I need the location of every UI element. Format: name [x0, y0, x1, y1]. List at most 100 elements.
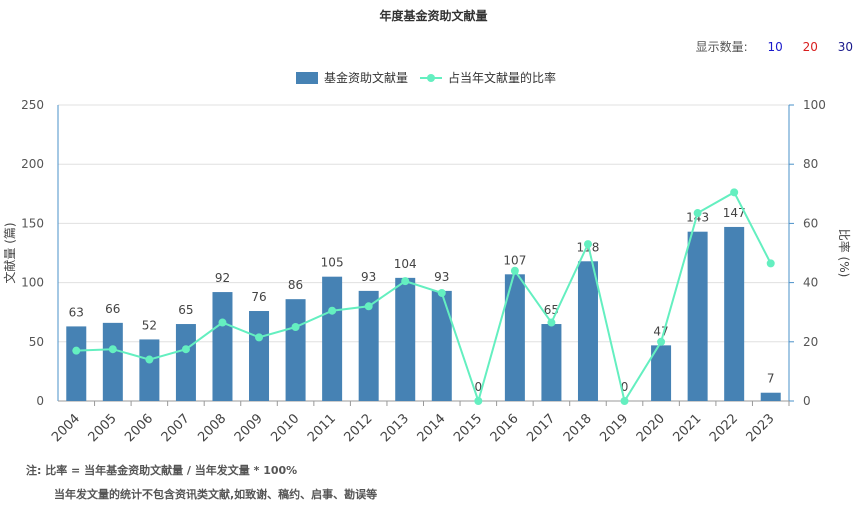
y-tick-label: 50 — [29, 335, 44, 349]
x-tick-label: 2006 — [122, 411, 156, 445]
x-tick-label: 2014 — [415, 411, 449, 445]
bar-value-label: 0 — [621, 380, 629, 394]
x-tick-label: 2019 — [597, 411, 631, 445]
combo-chart: 基金资助文献量 占当年文献量的比率 0 50 100 150 200 250 0 20 40 60 80… — [2, 70, 852, 445]
bar-value-label: 92 — [215, 271, 230, 285]
ratio-point — [145, 355, 154, 364]
ratio-point — [693, 209, 702, 218]
ratio-point — [72, 346, 81, 355]
ratio-point — [401, 277, 410, 286]
y-axis-title: 文献量 (篇) — [2, 222, 17, 283]
y2-tick-label: 80 — [803, 157, 818, 171]
note-exclusions: 当年发文量的统计不包含资讯类文献,如致谢、稿约、启事、勘误等 — [54, 488, 378, 501]
display-count-option-10[interactable]: 10 — [767, 40, 783, 54]
x-tick-label: 2017 — [524, 411, 558, 445]
x-tick-label: 2021 — [670, 411, 704, 445]
bar-value-label: 0 — [475, 380, 483, 394]
bar-value-label: 104 — [394, 257, 417, 271]
bar — [249, 311, 270, 401]
legend-bar-label: 基金资助文献量 — [324, 70, 408, 85]
y2-tick-label: 100 — [803, 98, 826, 112]
x-tick-label: 2010 — [268, 411, 302, 445]
x-tick-label: 2020 — [634, 411, 668, 445]
bar-value-label: 65 — [178, 303, 193, 317]
display-count-option-20[interactable]: 20 — [802, 40, 818, 54]
ratio-point — [657, 337, 666, 346]
x-tick-label: 2008 — [195, 411, 229, 445]
ratio-point — [510, 266, 519, 275]
bar-value-label: 63 — [69, 305, 84, 319]
y-tick-label: 250 — [21, 98, 44, 112]
bar-value-label: 105 — [321, 256, 344, 270]
y2-tick-label: 0 — [803, 394, 811, 408]
x-tick-label: 2007 — [159, 411, 193, 445]
ratio-point — [291, 323, 300, 331]
x-tick-label: 2023 — [744, 411, 778, 445]
display-count-option-30[interactable]: 30 — [837, 40, 853, 54]
y2-axis-title: 比率 (%) — [837, 229, 852, 278]
bar-value-label: 93 — [434, 270, 449, 284]
bar — [760, 392, 781, 401]
ratio-point — [730, 188, 739, 197]
bar — [139, 339, 160, 401]
legend-bar-swatch — [296, 72, 318, 84]
y-tick-label: 100 — [21, 276, 44, 290]
y2-tick-label: 20 — [803, 335, 818, 349]
x-tick-label: 2005 — [86, 411, 120, 445]
display-count-selector: 显示数量: 10 20 30 — [696, 38, 853, 55]
ratio-point — [218, 318, 227, 327]
x-tick-label: 2016 — [488, 411, 522, 445]
ratio-point — [108, 345, 117, 354]
ratio-point — [766, 259, 775, 268]
bar — [358, 290, 379, 401]
bar — [175, 324, 196, 401]
bar — [504, 274, 525, 401]
bar-value-label: 147 — [723, 206, 746, 220]
bar-value-label: 93 — [361, 270, 376, 284]
ratio-line — [76, 190, 772, 405]
note-ratio-formula: 注: 比率 = 当年基金资助文献量 / 当年发文量 * 100% — [26, 464, 298, 477]
bar — [431, 290, 452, 401]
ratio-point — [328, 306, 337, 315]
ratio-point — [364, 302, 373, 311]
bar-value-label: 66 — [105, 302, 120, 316]
bar — [322, 276, 343, 401]
bar — [212, 292, 233, 401]
x-tick-label: 2018 — [561, 411, 595, 445]
y2-tick-label: 60 — [803, 216, 818, 230]
x-tick-label: 2011 — [305, 411, 339, 445]
y-tick-label: 0 — [36, 394, 44, 408]
ratio-point — [547, 318, 556, 327]
ratio-point — [474, 397, 483, 405]
bar-value-label: 7 — [767, 372, 775, 386]
ratio-point — [620, 397, 629, 405]
bar — [651, 345, 672, 401]
y-tick-label: 150 — [21, 216, 44, 230]
x-tick-label: 2015 — [451, 411, 485, 445]
x-tick-label: 2004 — [49, 411, 83, 445]
bar — [687, 231, 708, 401]
bar — [724, 226, 745, 401]
bar — [102, 322, 123, 401]
y2-tick-label: 40 — [803, 276, 818, 290]
chart-title: 年度基金资助文献量 — [379, 9, 488, 23]
bar-value-label: 52 — [142, 318, 157, 332]
bar — [285, 299, 306, 401]
bar — [577, 261, 598, 401]
bar-value-label: 107 — [503, 253, 526, 267]
x-tick-label: 2022 — [707, 411, 741, 445]
x-tick-label: 2009 — [232, 411, 266, 445]
x-tick-label: 2013 — [378, 411, 412, 445]
ratio-point — [255, 333, 264, 342]
ratio-point — [181, 345, 190, 354]
ratio-point — [437, 288, 446, 297]
legend-line-label: 占当年文献量的比率 — [448, 70, 556, 85]
bar-value-label: 86 — [288, 278, 303, 292]
bar — [66, 326, 87, 401]
x-tick-label: 2012 — [341, 411, 375, 445]
bar-value-label: 143 — [686, 211, 709, 225]
legend-line-marker — [427, 74, 435, 82]
ratio-point — [583, 240, 592, 249]
display-count-label: 显示数量: — [695, 40, 748, 54]
bar — [395, 277, 416, 401]
